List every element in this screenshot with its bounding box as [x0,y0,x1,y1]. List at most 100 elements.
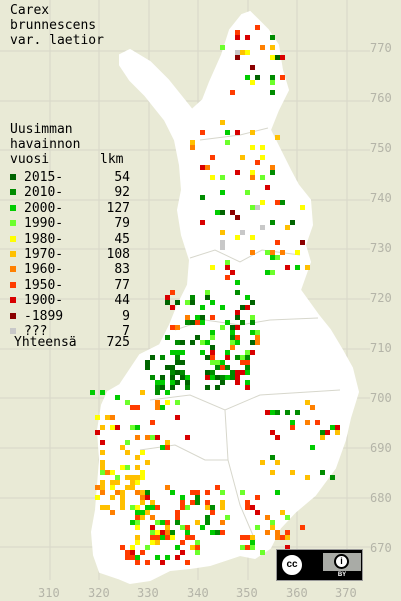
observation-square [220,120,225,125]
observation-square [175,300,180,305]
legend-count: 7 [122,323,130,339]
observation-square [175,380,180,385]
observation-square [115,425,120,430]
observation-square [190,295,195,300]
observation-square [255,160,260,165]
observation-square [270,455,275,460]
legend-swatch [10,266,16,273]
observation-square [145,360,150,365]
observation-square [240,155,245,160]
observation-square [145,560,150,565]
observation-square [160,445,165,450]
observation-square [180,550,185,555]
observation-square [260,200,265,205]
observation-square [145,490,150,495]
observation-square [160,375,165,380]
observation-square [110,470,115,475]
observation-square [205,505,210,510]
observation-square [175,400,180,405]
observation-square [195,320,200,325]
observation-square [320,430,325,435]
observation-square [320,435,325,440]
observation-square [155,535,160,540]
observation-square [335,430,340,435]
observation-square [200,165,205,170]
observation-square [220,45,225,50]
observation-square [205,490,210,495]
observation-square [270,525,275,530]
observation-square [200,195,205,200]
observation-square [235,315,240,320]
observation-square [140,550,145,555]
observation-square [125,400,130,405]
observation-square [170,325,175,330]
observation-square [250,175,255,180]
observation-square [150,505,155,510]
observation-square [135,525,140,530]
observation-square [140,515,145,520]
legend-swatch [10,327,16,334]
observation-square [170,350,175,355]
observation-square [290,420,295,425]
observation-square [235,325,240,330]
observation-square [135,455,140,460]
observation-square [285,410,290,415]
observation-square [270,430,275,435]
observation-square [220,490,225,495]
observation-square [135,540,140,545]
legend-label: 1980- [24,231,64,247]
x-tick: 310 [38,586,60,600]
legend-count: 45 [114,231,130,247]
observation-square [205,375,210,380]
observation-square [115,480,120,485]
cc-by-license-badge[interactable]: cc i BY [276,549,363,581]
observation-square [215,365,220,370]
observation-square [275,135,280,140]
observation-square [175,350,180,355]
observation-square [300,205,305,210]
y-tick: 760 [370,91,392,105]
observation-square [190,535,195,540]
legend-row: 1950- 77 [10,278,130,293]
observation-square [265,530,270,535]
observation-square [195,315,200,320]
observation-square [245,500,250,505]
legend-count: 127 [106,200,130,216]
observation-square [290,425,295,430]
observation-square [115,490,120,495]
observation-square [255,75,260,80]
observation-square [215,360,220,365]
observation-square [250,65,255,70]
observation-square [235,50,240,55]
observation-square [110,415,115,420]
observation-square [165,445,170,450]
x-tick: 320 [88,586,110,600]
observation-square [140,510,145,515]
observation-square [180,505,185,510]
observation-square [235,380,240,385]
observation-square [225,320,230,325]
observation-square [170,530,175,535]
x-tick: 370 [335,586,357,600]
y-tick: 720 [370,291,392,305]
observation-square [300,525,305,530]
observation-square [240,230,245,235]
finland-land [90,10,360,585]
observation-square [255,330,260,335]
observation-square [170,305,175,310]
observation-square [210,355,215,360]
observation-square [125,555,130,560]
observation-square [225,130,230,135]
observation-square [240,320,245,325]
observation-square [290,220,295,225]
observation-square [235,170,240,175]
observation-square [220,530,225,535]
observation-square [160,560,165,565]
observation-square [195,335,200,340]
observation-square [230,325,235,330]
legend-label: 1990- [24,216,64,232]
observation-square [100,440,105,445]
observation-square [190,490,195,495]
observation-square [275,535,280,540]
observation-square [320,470,325,475]
